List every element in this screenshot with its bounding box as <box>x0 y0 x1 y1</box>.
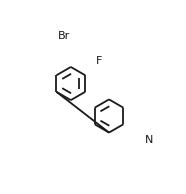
Text: N: N <box>145 135 153 145</box>
Text: Br: Br <box>58 31 70 41</box>
Text: F: F <box>96 56 102 66</box>
